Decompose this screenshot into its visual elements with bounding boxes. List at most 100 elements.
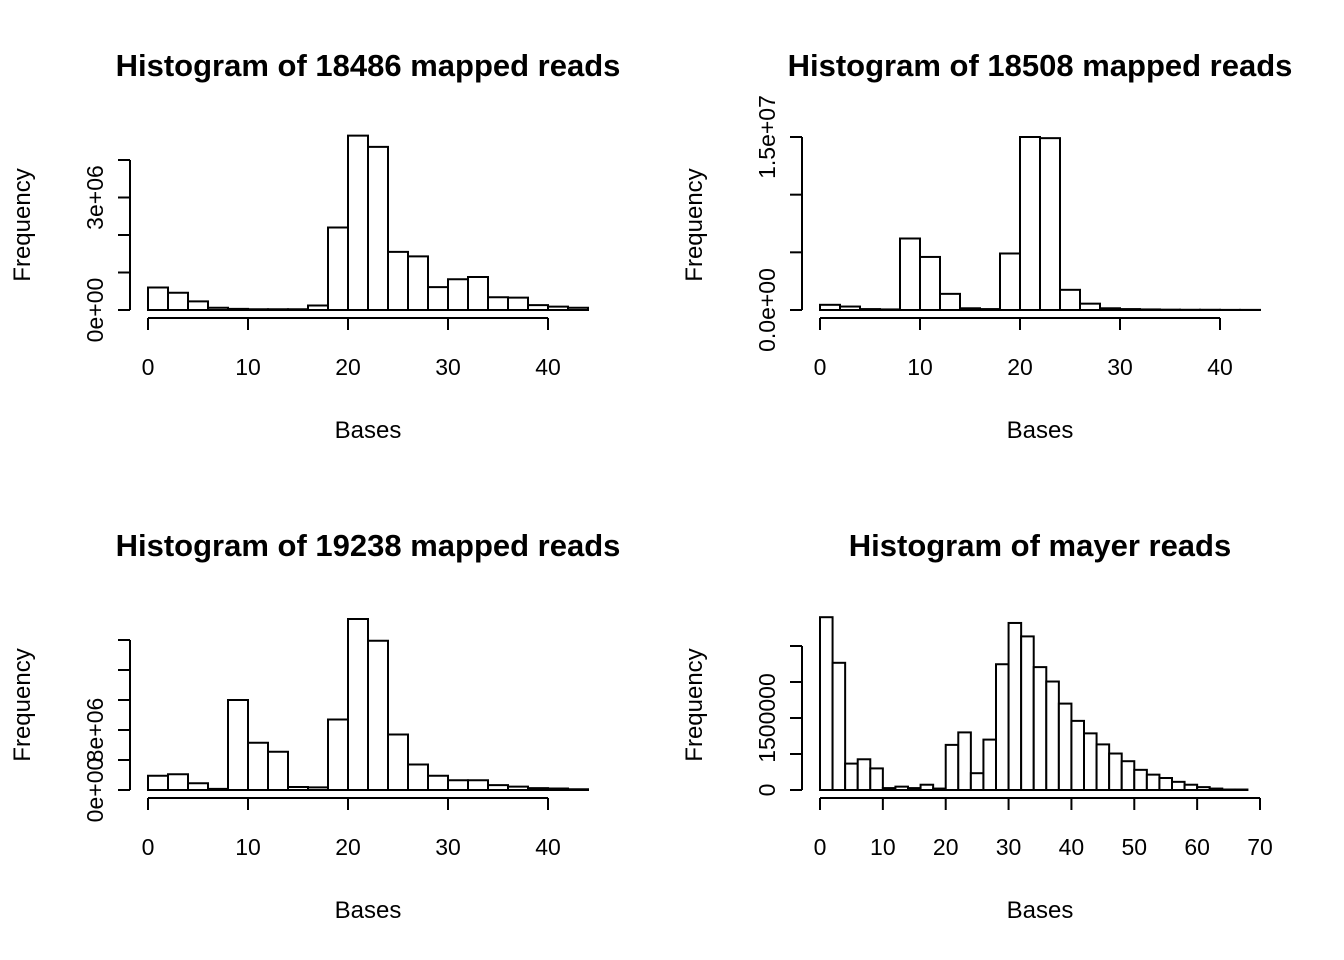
histogram-bar — [227, 307, 249, 311]
histogram-bar — [407, 255, 429, 311]
x-tick-label: 20 — [335, 354, 361, 380]
histogram-bar — [1196, 786, 1211, 791]
histogram-bar — [307, 786, 329, 791]
histogram-bar — [467, 779, 489, 791]
histogram-bar — [147, 774, 169, 791]
x-tick-label: 40 — [535, 834, 561, 860]
histogram-bar — [367, 639, 389, 791]
histogram-bar — [287, 786, 309, 791]
y-axis-label: Frequency — [681, 648, 708, 761]
x-tick-label: 0 — [142, 834, 155, 860]
histogram-bar — [347, 618, 369, 791]
histogram-bar — [1032, 666, 1048, 791]
y-tick-label: 1500000 — [754, 673, 780, 763]
histogram-bar — [894, 785, 910, 792]
histogram-bar — [1079, 302, 1101, 312]
x-tick-label: 30 — [1107, 354, 1133, 380]
histogram-bar — [839, 305, 861, 312]
x-tick-label: 40 — [1207, 354, 1233, 380]
histogram-bar — [267, 750, 289, 791]
histogram-bar — [879, 308, 901, 312]
x-tick-label: 10 — [235, 354, 261, 380]
histogram-bar — [859, 308, 881, 311]
histogram-bar — [407, 763, 429, 791]
y-tick-label: 0 — [754, 784, 780, 797]
histogram-panel-3: Histogram of 19238 mapped reads 0 10 20 30 40… — [9, 528, 620, 924]
histogram-bar — [907, 787, 922, 792]
histogram-bar — [367, 145, 389, 311]
histogram-bar — [187, 782, 209, 791]
x-axis-label: Bases — [335, 417, 402, 444]
x-tick-label: 20 — [933, 834, 959, 860]
histogram-bar — [247, 741, 269, 791]
histogram-bar — [932, 787, 947, 791]
x-tick-label: 30 — [435, 834, 461, 860]
histogram-bar — [982, 738, 998, 791]
histogram-bar — [869, 767, 884, 792]
histogram-bar — [267, 308, 289, 311]
histogram-bar — [959, 307, 981, 311]
histogram-bar — [831, 661, 847, 791]
y-tick-label: 1.5e+07 — [754, 95, 780, 179]
histogram-bar — [919, 783, 935, 791]
histogram-bar — [447, 779, 469, 791]
histogram-bar — [1120, 760, 1136, 792]
histogram-bar — [387, 733, 409, 791]
histogram-bar — [527, 787, 549, 791]
histogram-bar — [1020, 635, 1035, 792]
x-tick-label: 0 — [814, 354, 827, 380]
y-tick-label: 0e+00 — [82, 758, 108, 823]
x-axis-label: Bases — [1007, 417, 1074, 444]
chart-title: Histogram of 18508 mapped reads — [788, 48, 1293, 83]
histogram-bar — [881, 787, 897, 792]
histogram-bar — [307, 304, 329, 311]
histogram-bar — [999, 252, 1021, 311]
histogram-bar — [1145, 773, 1161, 792]
histogram-bar — [1019, 136, 1041, 311]
histogram-panel-2: Histogram of 18508 mapped reads 0 10 20 30 40… — [681, 48, 1292, 444]
histogram-bar — [147, 286, 169, 311]
histogram-bar — [247, 308, 269, 311]
y-axis-label: Frequency — [9, 648, 36, 761]
x-axis-label: Bases — [335, 897, 402, 924]
histogram-bar — [507, 296, 529, 311]
histogram-panel-1: Histogram of 18486 mapped reads 0 10 20 30 40… — [9, 48, 620, 444]
histogram-bar — [1039, 137, 1061, 311]
histogram-bar — [1119, 308, 1141, 311]
histogram-bar — [387, 250, 409, 311]
histogram-bar — [547, 305, 569, 311]
x-tick-label: 40 — [1059, 834, 1085, 860]
histogram-bar — [207, 306, 229, 311]
histogram-bar — [1171, 780, 1186, 792]
histogram-bar — [1083, 732, 1098, 791]
y-tick-label: 0e+00 — [82, 278, 108, 343]
x-axis-label: Bases — [1007, 897, 1074, 924]
histogram-bar — [427, 774, 449, 791]
y-axis-label: Frequency — [9, 168, 36, 281]
chart-title: Histogram of 19238 mapped reads — [116, 528, 621, 563]
histogram-bar — [467, 276, 489, 311]
histogram-bar — [844, 762, 859, 791]
histogram-bar — [819, 303, 841, 311]
histogram-bar — [347, 134, 369, 311]
histogram-bar — [1158, 777, 1174, 791]
histogram-bar — [167, 773, 189, 791]
x-tick-label: 30 — [435, 354, 461, 380]
histogram-bar — [487, 296, 509, 311]
histogram-bar — [487, 784, 509, 791]
histogram-bar — [1059, 288, 1081, 312]
x-tick-label: 50 — [1121, 834, 1147, 860]
histogram-bar — [819, 616, 834, 792]
histogram-bar — [507, 785, 529, 791]
histogram-bar — [995, 663, 1010, 791]
histogram-bar — [287, 308, 309, 311]
histogram-bar — [547, 787, 569, 791]
histogram-bar — [919, 255, 941, 311]
x-tick-label: 30 — [996, 834, 1022, 860]
histogram-bar — [1057, 702, 1073, 791]
histogram-bar — [856, 758, 872, 792]
histogram-bar — [969, 772, 985, 792]
x-tick-label: 20 — [335, 834, 361, 860]
histogram-bar — [1045, 680, 1060, 792]
